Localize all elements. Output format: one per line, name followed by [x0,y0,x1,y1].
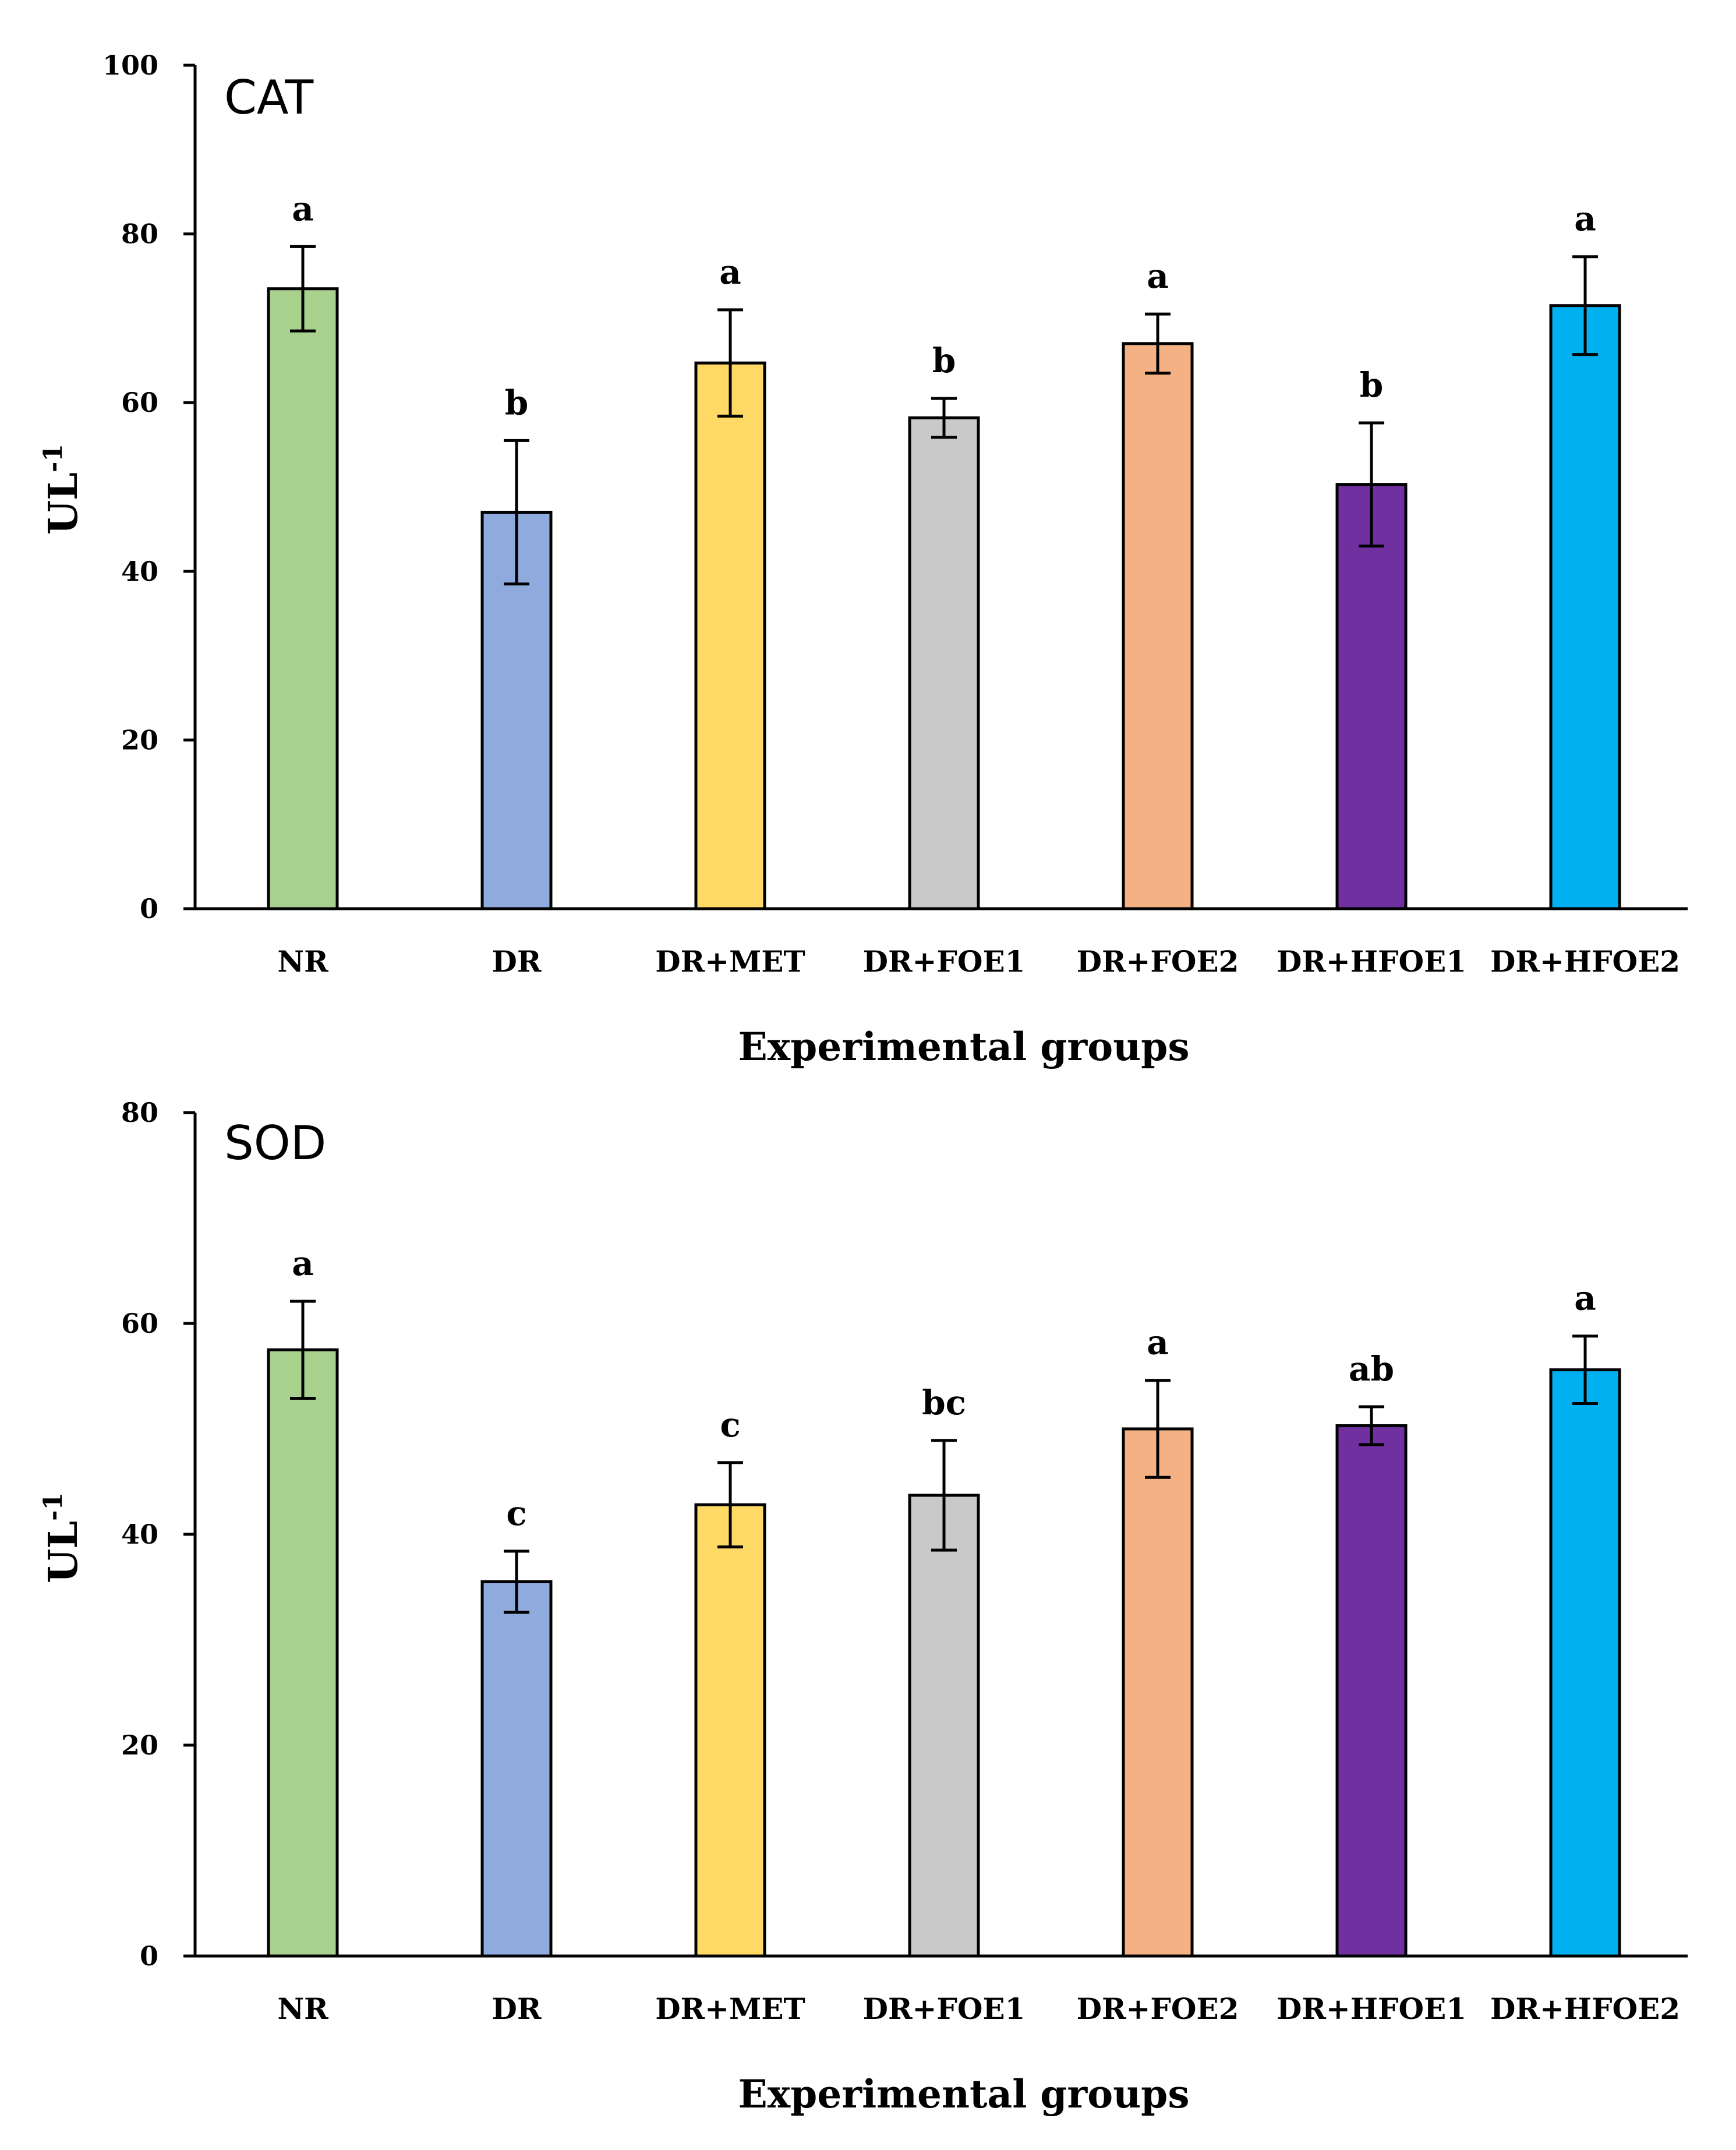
y-tick-label-20: 20 [121,724,158,755]
chart-title: SOD [224,1116,326,1170]
category-label-dr: DR [492,1992,542,2026]
category-label-dr-foe1: DR+FOE1 [863,944,1026,979]
significance-label-dr-hfoe2: a [1574,1279,1596,1318]
bar-dr-foe1 [908,1494,980,1958]
bar-nr [267,287,339,910]
category-label-dr: DR [492,944,542,979]
category-label-dr-foe2: DR+FOE2 [1077,944,1239,979]
category-label-dr-hfoe2: DR+HFOE2 [1490,1992,1680,2026]
y-tick-label-100: 100 [102,50,158,81]
y-tick-label-60: 60 [121,387,158,418]
bar-dr [480,1580,553,1958]
category-label-nr: NR [277,1992,328,2026]
category-label-dr-hfoe2: DR+HFOE2 [1490,944,1680,979]
category-label-nr: NR [277,944,328,979]
significance-label-dr-met: c [720,1405,740,1445]
significance-label-dr-foe1: bc [922,1383,966,1422]
bar-dr-foe2 [1122,342,1194,910]
significance-label-dr-hfoe1: b [1360,365,1384,405]
category-label-dr-foe2: DR+FOE2 [1077,1992,1239,2026]
bar-dr-hfoe1 [1335,483,1408,910]
significance-label-dr-met: a [719,252,741,292]
bar-dr-met [694,1503,766,1958]
category-label-dr-foe1: DR+FOE1 [863,1992,1026,2026]
x-axis-title: Experimental groups [738,2071,1190,2117]
significance-label-nr: a [292,189,314,228]
significance-label-dr-foe2: a [1147,256,1169,296]
cat-chart: CAT 0 20 40 60 80 100 a NR b DR a DR+MET b DR+FOE1 a DR+… [38,50,1688,1069]
y-tick-label-80: 80 [121,1097,158,1128]
bar-dr-foe2 [1122,1427,1194,1958]
category-label-dr-hfoe1: DR+HFOE1 [1277,1992,1466,2026]
y-axis-title-superscript: -1 [38,444,68,472]
bar-dr-foe1 [908,416,980,910]
y-tick-label-20: 20 [121,1729,158,1761]
y-tick-label-40: 40 [121,556,158,587]
y-axis-title-superscript: -1 [38,1492,68,1521]
chart-title: CAT [224,70,314,125]
bar-nr [267,1348,339,1958]
category-label-dr-met: DR+MET [655,1992,805,2026]
bar-dr-hfoe2 [1549,304,1621,910]
bar-dr-hfoe2 [1549,1368,1621,1958]
category-label-dr-met: DR+MET [655,944,805,979]
significance-label-dr-hfoe2: a [1574,199,1596,239]
category-label-dr-hfoe1: DR+HFOE1 [1277,944,1466,979]
y-axis-title: UL-1 [38,444,87,535]
y-tick-label-80: 80 [121,218,158,250]
y-tick-label-0: 0 [140,893,158,924]
x-axis-title: Experimental groups [738,1024,1190,1069]
sod-chart: SOD 0 20 40 60 80 a NR c DR c DR+MET bc DR+FOE1 a DR+FO… [38,1097,1688,2117]
significance-label-nr: a [292,1244,314,1283]
significance-label-dr: c [506,1494,526,1533]
significance-label-dr-hfoe1: ab [1349,1349,1394,1389]
significance-label-dr-foe1: b [932,341,956,380]
y-axis-title: UL-1 [38,1492,87,1583]
y-tick-label-60: 60 [121,1308,158,1339]
bar-dr-hfoe1 [1335,1424,1408,1958]
significance-label-dr-foe2: a [1147,1323,1169,1362]
significance-label-dr: b [505,383,529,422]
y-tick-label-0: 0 [140,1940,158,1972]
bar-dr-met [694,361,766,910]
y-tick-label-40: 40 [121,1519,158,1550]
